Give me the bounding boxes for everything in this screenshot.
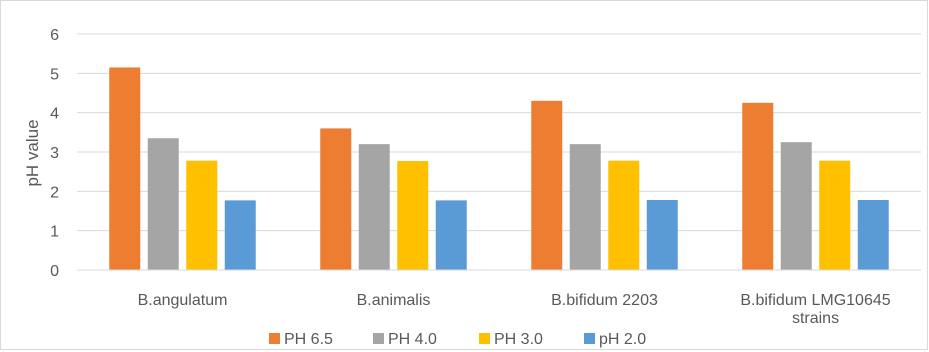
x-tick-label: B.bifidum LMG10645: [740, 292, 890, 309]
y-tick-label: 4: [50, 106, 59, 123]
bar: [147, 138, 179, 270]
x-tick-label: B.bifidum 2203: [551, 292, 658, 309]
gridlines: [77, 33, 921, 232]
legend-swatch: [479, 333, 490, 344]
bar: [742, 102, 774, 270]
legend-label: pH 2.0: [599, 331, 646, 348]
bar: [569, 144, 601, 270]
axes: 0 1 2 3 4 5 6 B.angulatum B.animalis B.bifidum 22…: [50, 27, 921, 327]
legend-swatch: [584, 333, 595, 344]
y-tick-label: 3: [50, 145, 59, 162]
y-tick-label: 0: [50, 263, 59, 280]
y-tick-label: 2: [50, 184, 59, 201]
legend-label: PH 6.5: [284, 331, 333, 348]
bar: [320, 128, 352, 270]
bar: [646, 199, 678, 270]
bar: [608, 160, 640, 270]
y-tick-label: 5: [50, 66, 59, 83]
bar: [857, 199, 889, 270]
legend: PH 6.5 PH 4.0 PH 3.0 pH 2.0: [269, 331, 646, 348]
bar: [186, 160, 218, 270]
bar: [531, 100, 563, 270]
bar: [819, 160, 851, 270]
legend-label: PH 3.0: [494, 331, 543, 348]
bar: [358, 144, 390, 270]
y-tick-label: 6: [50, 27, 59, 44]
x-tick-label: B.angulatum: [138, 292, 228, 309]
x-tick-label: B.animalis: [357, 292, 431, 309]
y-tick-label: 1: [50, 224, 59, 241]
bar: [780, 142, 812, 270]
bar: [224, 200, 256, 270]
legend-swatch: [373, 333, 384, 344]
bar: [397, 161, 429, 270]
y-axis-title: pH value: [23, 119, 42, 186]
x-tick-label: strains: [792, 310, 839, 327]
legend-label: PH 4.0: [388, 331, 437, 348]
bar: [435, 200, 467, 270]
bar: [109, 67, 141, 270]
legend-swatch: [269, 333, 280, 344]
bars: [109, 67, 889, 270]
